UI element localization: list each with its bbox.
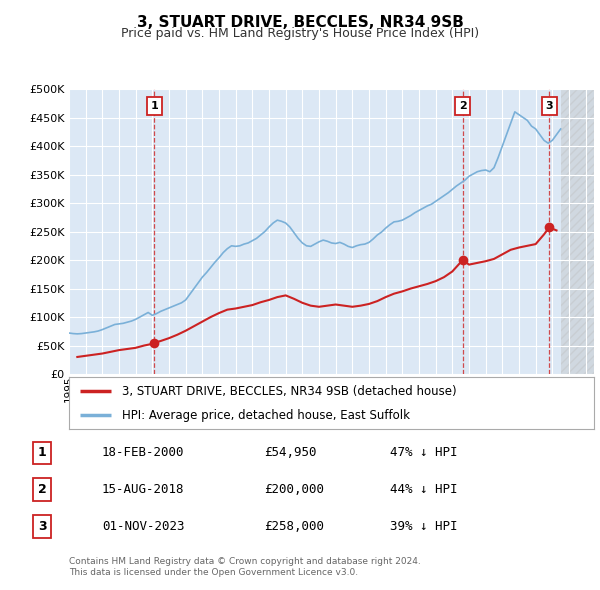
Text: HPI: Average price, detached house, East Suffolk: HPI: Average price, detached house, East… <box>121 408 409 422</box>
Text: 2: 2 <box>38 483 46 496</box>
Text: Contains HM Land Registry data © Crown copyright and database right 2024.
This d: Contains HM Land Registry data © Crown c… <box>69 558 421 577</box>
Text: 44% ↓ HPI: 44% ↓ HPI <box>390 483 458 496</box>
Text: 1: 1 <box>151 101 158 111</box>
Bar <box>560 89 594 374</box>
Text: 3: 3 <box>545 101 553 111</box>
Text: £200,000: £200,000 <box>264 483 324 496</box>
Text: 47% ↓ HPI: 47% ↓ HPI <box>390 446 458 459</box>
Text: Price paid vs. HM Land Registry's House Price Index (HPI): Price paid vs. HM Land Registry's House … <box>121 27 479 40</box>
Text: £54,950: £54,950 <box>264 446 317 459</box>
Text: £258,000: £258,000 <box>264 520 324 533</box>
Text: 39% ↓ HPI: 39% ↓ HPI <box>390 520 458 533</box>
Text: 3, STUART DRIVE, BECCLES, NR34 9SB: 3, STUART DRIVE, BECCLES, NR34 9SB <box>137 15 463 30</box>
Text: 3: 3 <box>38 520 46 533</box>
Text: 01-NOV-2023: 01-NOV-2023 <box>102 520 185 533</box>
Text: 15-AUG-2018: 15-AUG-2018 <box>102 483 185 496</box>
Text: 3, STUART DRIVE, BECCLES, NR34 9SB (detached house): 3, STUART DRIVE, BECCLES, NR34 9SB (deta… <box>121 385 456 398</box>
Text: 18-FEB-2000: 18-FEB-2000 <box>102 446 185 459</box>
Text: 1: 1 <box>38 446 46 459</box>
Text: 2: 2 <box>459 101 467 111</box>
